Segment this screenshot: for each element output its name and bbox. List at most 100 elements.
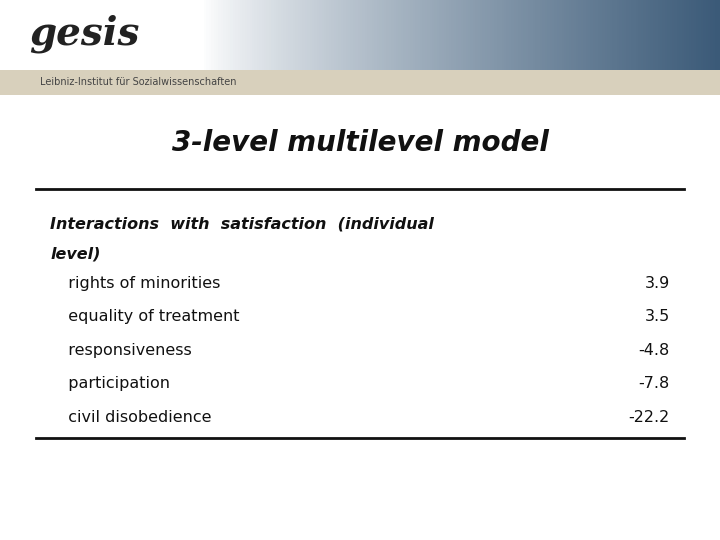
Bar bbox=[156, 0, 159, 70]
Text: Interactions  with  satisfaction  (individual: Interactions with satisfaction (individu… bbox=[50, 217, 434, 232]
Bar bbox=[590, 0, 593, 70]
Text: responsiveness: responsiveness bbox=[58, 343, 192, 358]
Bar bbox=[427, 0, 431, 70]
Bar bbox=[228, 0, 231, 70]
Text: rights of minorities: rights of minorities bbox=[58, 276, 220, 291]
Bar bbox=[689, 0, 692, 70]
Bar bbox=[612, 0, 615, 70]
Bar bbox=[718, 0, 720, 70]
Bar bbox=[677, 0, 680, 70]
Bar bbox=[624, 0, 627, 70]
Bar bbox=[245, 0, 248, 70]
Bar bbox=[209, 0, 212, 70]
Bar bbox=[36, 0, 39, 70]
Bar bbox=[420, 0, 423, 70]
Bar bbox=[696, 0, 699, 70]
Bar bbox=[485, 0, 488, 70]
Bar bbox=[173, 0, 176, 70]
Bar bbox=[562, 0, 564, 70]
Bar bbox=[657, 0, 661, 70]
Bar bbox=[439, 0, 442, 70]
Bar bbox=[459, 0, 462, 70]
Bar bbox=[425, 0, 428, 70]
Text: gesis: gesis bbox=[29, 15, 139, 53]
Bar bbox=[384, 0, 387, 70]
Bar bbox=[513, 0, 517, 70]
Text: 3.9: 3.9 bbox=[644, 276, 670, 291]
Bar bbox=[171, 0, 174, 70]
Bar bbox=[331, 0, 334, 70]
Bar bbox=[516, 0, 519, 70]
Bar bbox=[492, 0, 495, 70]
Bar bbox=[120, 0, 123, 70]
Bar bbox=[218, 0, 222, 70]
Bar bbox=[238, 0, 240, 70]
Bar bbox=[684, 0, 687, 70]
Bar bbox=[675, 0, 678, 70]
Bar bbox=[149, 0, 152, 70]
Bar bbox=[379, 0, 382, 70]
Bar bbox=[243, 0, 246, 70]
Text: 3-level multilevel model: 3-level multilevel model bbox=[171, 129, 549, 157]
Bar bbox=[257, 0, 260, 70]
Bar bbox=[72, 0, 75, 70]
Bar bbox=[715, 0, 719, 70]
Bar bbox=[0, 70, 720, 94]
Bar bbox=[521, 0, 524, 70]
Bar bbox=[103, 0, 107, 70]
Bar bbox=[456, 0, 459, 70]
Bar bbox=[583, 0, 586, 70]
Bar bbox=[12, 0, 15, 70]
Bar bbox=[377, 0, 380, 70]
Bar bbox=[598, 0, 600, 70]
Bar bbox=[564, 0, 567, 70]
Bar bbox=[365, 0, 368, 70]
Bar bbox=[137, 0, 140, 70]
Bar bbox=[382, 0, 384, 70]
Text: level): level) bbox=[50, 246, 101, 261]
Bar bbox=[319, 0, 323, 70]
Bar bbox=[552, 0, 555, 70]
Bar bbox=[463, 0, 467, 70]
Bar bbox=[163, 0, 166, 70]
Bar bbox=[223, 0, 226, 70]
Bar bbox=[144, 0, 147, 70]
Bar bbox=[295, 0, 298, 70]
Bar bbox=[189, 0, 193, 70]
Bar bbox=[374, 0, 377, 70]
Bar bbox=[84, 0, 87, 70]
Bar bbox=[9, 0, 13, 70]
Bar bbox=[48, 0, 51, 70]
Bar bbox=[146, 0, 150, 70]
Bar bbox=[67, 0, 71, 70]
Bar bbox=[324, 0, 327, 70]
Bar bbox=[708, 0, 711, 70]
Bar bbox=[175, 0, 179, 70]
Bar bbox=[79, 0, 82, 70]
Bar bbox=[281, 0, 284, 70]
Bar bbox=[279, 0, 282, 70]
Bar bbox=[430, 0, 433, 70]
Bar bbox=[142, 0, 145, 70]
Bar bbox=[444, 0, 447, 70]
Bar bbox=[194, 0, 197, 70]
Bar bbox=[549, 0, 553, 70]
Bar bbox=[307, 0, 310, 70]
Bar bbox=[672, 0, 675, 70]
Bar bbox=[581, 0, 584, 70]
Bar bbox=[305, 0, 308, 70]
Bar bbox=[326, 0, 330, 70]
Bar bbox=[235, 0, 238, 70]
Bar bbox=[7, 0, 10, 70]
Bar bbox=[470, 0, 474, 70]
Bar bbox=[110, 0, 114, 70]
Bar bbox=[185, 0, 188, 70]
Bar bbox=[631, 0, 634, 70]
Bar bbox=[14, 0, 17, 70]
Bar bbox=[132, 0, 135, 70]
Bar bbox=[636, 0, 639, 70]
Bar bbox=[538, 0, 541, 70]
Bar bbox=[139, 0, 143, 70]
Bar bbox=[211, 0, 215, 70]
Bar bbox=[682, 0, 685, 70]
